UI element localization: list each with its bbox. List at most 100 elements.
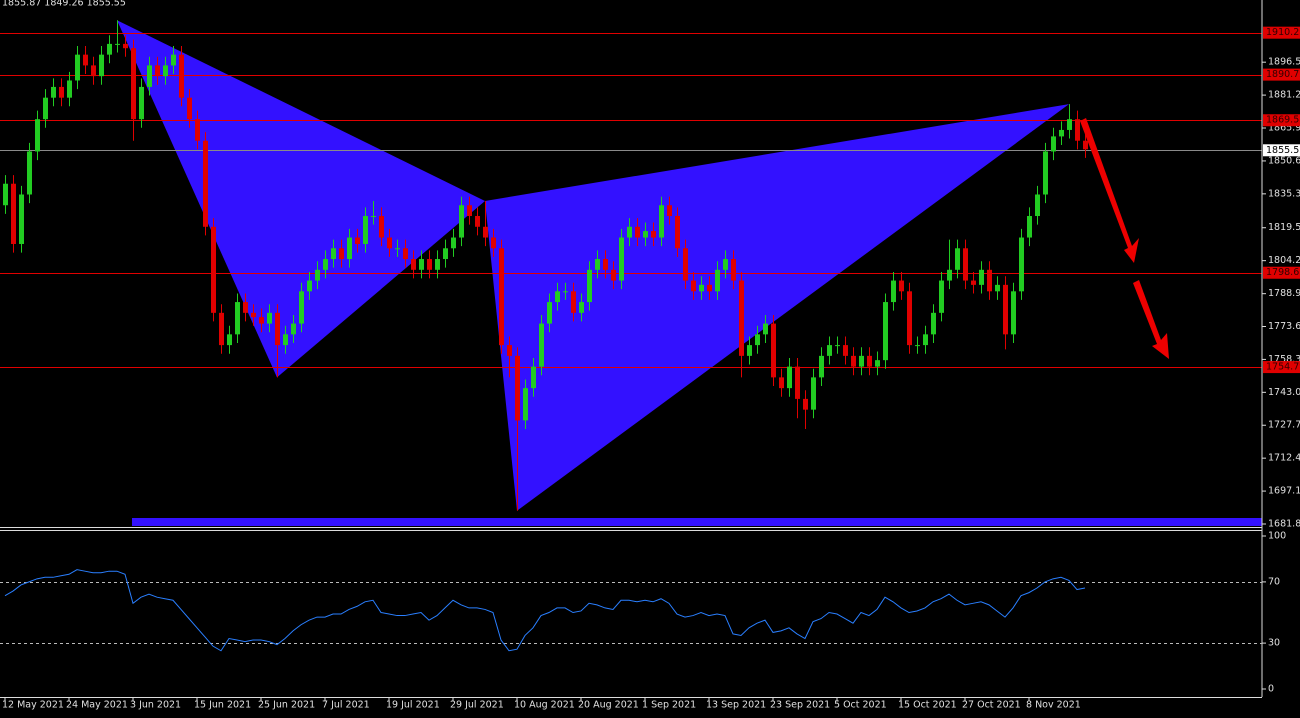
y-tick-label: 1788.90 [1268,288,1300,299]
candle-body [19,194,24,244]
candle-body [203,140,208,227]
candle-body [747,345,752,356]
arrow [1133,280,1169,359]
candle-body [187,97,192,120]
candle-body [195,119,200,141]
candle-body [427,259,432,270]
candle-body [75,54,80,81]
candle-body [1027,216,1032,238]
level-label-box [1263,114,1300,127]
candle-body [283,334,288,346]
x-tick-label: 19 Jul 2021 [386,700,440,711]
candle-body [987,269,992,292]
candle-body [59,86,64,98]
candle-body [1035,194,1040,217]
candle-body [603,259,608,270]
harmonic-pattern [485,104,1069,511]
x-tick-label: 27 Oct 2021 [962,700,1021,711]
candle-body [931,312,936,335]
candle-body [835,345,840,347]
candle-body [99,54,104,77]
rsi-tick-label: 0 [1268,684,1274,695]
candle-body [227,334,232,346]
candle-body [507,345,512,356]
candle-body [803,398,808,410]
rsi-line [4,569,1086,652]
candle-body [299,291,304,324]
header-text: 1855.87 1849.26 1855.55 [2,0,126,9]
candle-body [323,259,328,270]
x-tick-label: 1 Sep 2021 [642,700,696,711]
candle-body [307,280,312,292]
x-tick-label: 12 May 2021 [2,700,64,711]
candle-body [443,248,448,260]
candle-body [651,231,656,238]
candle-body [243,302,248,313]
y-tick-label: 1773.65 [1268,321,1300,332]
candle-body [467,205,472,217]
candle-body [531,366,536,389]
harmonic-pattern [117,20,485,378]
candle-body [219,312,224,346]
candle-body [923,334,928,346]
candle-body [915,345,920,347]
candle-body [611,269,616,281]
candle-body [171,54,176,66]
arrow [1080,118,1139,263]
candle-body [1051,136,1056,152]
candle-body [995,284,1000,292]
candle-body [955,248,960,270]
candle-body [91,65,96,77]
candle-body [459,205,464,238]
candle-body [907,291,912,346]
candle-body [67,80,72,98]
candle-body [211,226,216,313]
candle-body [163,65,168,77]
level-label-box [1263,68,1300,81]
candle-body [539,323,544,367]
candle-body [339,248,344,260]
candle-body [1043,151,1048,195]
candle-body [139,86,144,120]
y-tick-label: 1865.90 [1268,123,1300,134]
level-label-box [1263,26,1300,39]
level-label: 1910.21 [1266,27,1300,38]
candle-body [731,259,736,281]
candle-body [715,269,720,292]
candle-body [291,323,296,335]
candle-body [1075,119,1080,141]
candle-body [851,355,856,367]
candle-body [587,269,592,303]
y-tick-label: 1712.45 [1268,453,1300,464]
candle-body [563,291,568,293]
candle-body [875,360,880,367]
candle-body [51,86,56,98]
candle-body [843,345,848,356]
candle-body [1083,140,1088,150]
candle-body [1003,284,1008,335]
candle-body [707,284,712,292]
candle-body [411,259,416,270]
x-tick-label: 29 Jul 2021 [450,700,504,711]
candle-body [867,355,872,367]
candle-body [83,54,88,66]
candle-body [3,183,8,206]
candle-body [515,355,520,421]
candle-body [779,377,784,389]
candle-body [979,269,984,285]
y-tick-label: 1896.50 [1268,57,1300,68]
candle-body [347,237,352,260]
candle-body [595,259,600,270]
candle-body [395,248,400,250]
x-tick-label: 20 Aug 2021 [578,700,639,711]
candle-body [387,237,392,249]
candle-body [899,280,904,292]
x-tick-label: 15 Jun 2021 [194,700,251,711]
candle-body [547,302,552,324]
y-tick-label: 1850.60 [1268,155,1300,166]
candle-body [827,345,832,356]
indicator-bar [132,518,1262,526]
candle-body [627,226,632,238]
